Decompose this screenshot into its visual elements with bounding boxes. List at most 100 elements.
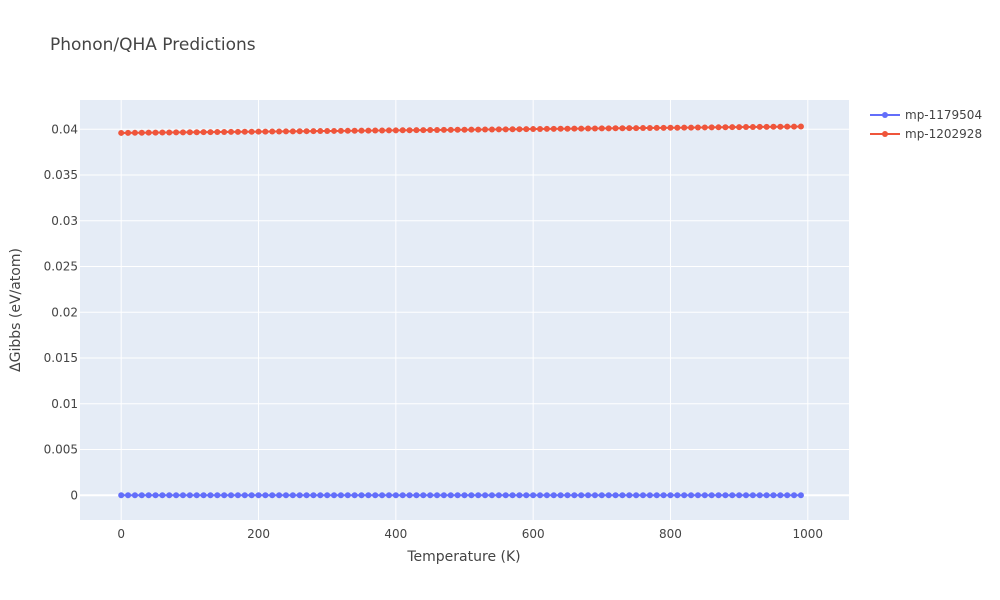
legend-item[interactable]: mp-1179504 (870, 108, 982, 122)
data-point (118, 492, 125, 499)
data-point (413, 127, 420, 134)
data-point (289, 128, 296, 135)
y-tick-label: 0.02 (51, 305, 78, 319)
data-point (296, 128, 303, 135)
data-point (543, 492, 550, 499)
data-point (310, 492, 317, 499)
data-point (488, 126, 495, 133)
data-point (509, 492, 516, 499)
data-point (248, 128, 255, 135)
data-point (434, 492, 441, 499)
data-point (207, 129, 214, 136)
data-point (475, 492, 482, 499)
series-layer (118, 123, 804, 499)
data-point (640, 492, 647, 499)
data-point (221, 492, 228, 499)
legend-marker (882, 112, 888, 118)
data-point (468, 492, 475, 499)
data-point (791, 123, 798, 130)
data-point (502, 126, 509, 133)
data-point (385, 127, 392, 134)
data-point (612, 125, 619, 132)
plot-area (80, 100, 849, 520)
data-point (331, 492, 338, 499)
data-point (241, 492, 248, 499)
data-point (722, 492, 729, 499)
data-point (392, 492, 399, 499)
data-point (530, 126, 537, 133)
data-point (125, 492, 132, 499)
data-point (612, 492, 619, 499)
y-tick-label: 0.015 (44, 351, 78, 365)
data-point (516, 126, 523, 133)
data-point (715, 124, 722, 131)
data-point (729, 492, 736, 499)
data-point (337, 127, 344, 134)
legend-item[interactable]: mp-1202928 (870, 127, 982, 141)
data-point (262, 128, 269, 135)
data-point (619, 492, 626, 499)
data-point (619, 125, 626, 132)
data-point (495, 126, 502, 133)
data-point (344, 492, 351, 499)
data-point (372, 492, 379, 499)
data-point (159, 492, 166, 499)
data-point (756, 123, 763, 130)
data-point (255, 492, 262, 499)
x-tick-label: 0 (117, 527, 125, 541)
data-point (777, 492, 784, 499)
data-point (159, 129, 166, 136)
data-point (482, 126, 489, 133)
data-point (413, 492, 420, 499)
data-point (523, 126, 530, 133)
data-point (571, 492, 578, 499)
data-point (200, 129, 207, 136)
data-point (392, 127, 399, 134)
data-point (523, 492, 530, 499)
data-point (118, 129, 125, 136)
data-point (701, 492, 708, 499)
data-point (358, 492, 365, 499)
data-point (509, 126, 516, 133)
data-point (303, 492, 310, 499)
series-line (121, 125, 801, 134)
data-point (749, 492, 756, 499)
data-point (495, 492, 502, 499)
data-point (372, 127, 379, 134)
data-point (331, 127, 338, 134)
data-point (296, 492, 303, 499)
data-point (440, 492, 447, 499)
data-point (564, 492, 571, 499)
data-point (427, 127, 434, 134)
data-point (173, 492, 180, 499)
data-point (241, 128, 248, 135)
data-point (646, 492, 653, 499)
data-point (317, 128, 324, 135)
data-point (131, 492, 138, 499)
data-point (358, 127, 365, 134)
y-tick-label: 0.025 (44, 260, 78, 274)
data-point (797, 492, 804, 499)
data-point (585, 492, 592, 499)
data-point (550, 492, 557, 499)
data-point (475, 126, 482, 133)
data-point (660, 492, 667, 499)
data-point (454, 126, 461, 133)
data-point (351, 127, 358, 134)
data-point (585, 125, 592, 132)
data-point (784, 492, 791, 499)
data-point (228, 492, 235, 499)
data-point (715, 492, 722, 499)
data-point (138, 492, 145, 499)
data-point (708, 124, 715, 131)
data-point (591, 492, 598, 499)
data-point (571, 125, 578, 132)
data-point (337, 492, 344, 499)
data-point (488, 492, 495, 499)
data-point (138, 129, 145, 136)
data-point (221, 128, 228, 135)
data-point (736, 492, 743, 499)
data-point (234, 492, 241, 499)
